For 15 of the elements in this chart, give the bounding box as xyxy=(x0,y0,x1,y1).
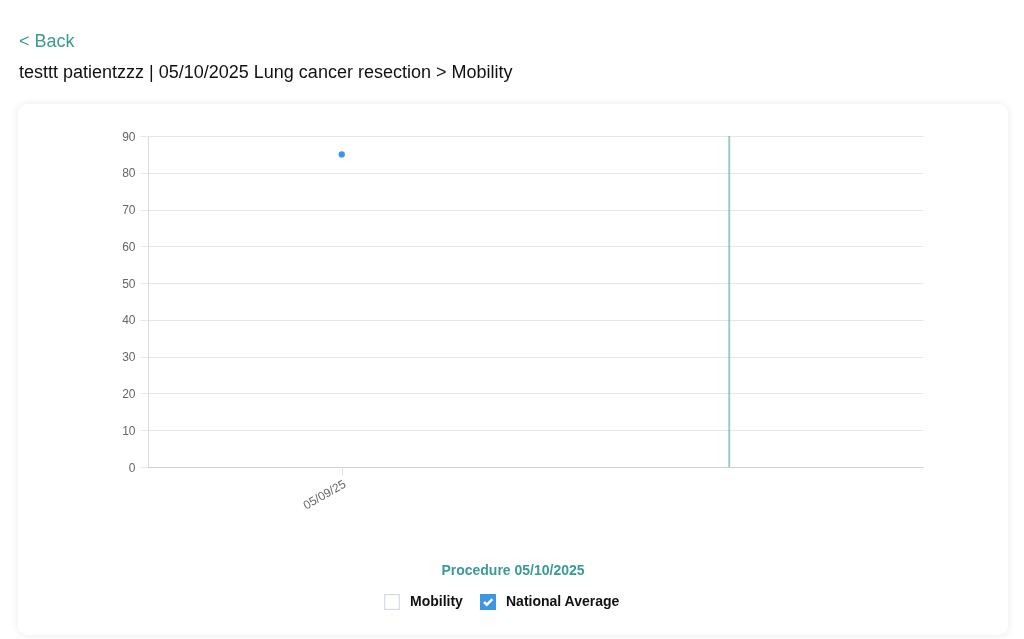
y-tick-label: 60 xyxy=(122,239,136,254)
y-tick-label: 70 xyxy=(122,203,136,218)
y-tick-label: 90 xyxy=(122,129,136,144)
y-tick-label: 20 xyxy=(122,386,136,401)
chart-title: testtt patientzzz | 05/10/2025 Lung cancer resection > Mobility xyxy=(19,62,513,83)
y-tick-label: 0 xyxy=(128,460,136,475)
y-tick-label: 10 xyxy=(122,423,136,438)
legend-label: National Average xyxy=(506,593,620,609)
y-tick-label: 30 xyxy=(122,350,136,365)
text: < Back xyxy=(19,31,75,52)
text: Procedure 05/10/2025 xyxy=(441,562,585,578)
y-tick-label: 50 xyxy=(122,276,136,291)
y-tick-label: 40 xyxy=(122,313,136,328)
legend-label: Mobility xyxy=(410,593,464,609)
y-tick-label: 80 xyxy=(122,166,136,181)
